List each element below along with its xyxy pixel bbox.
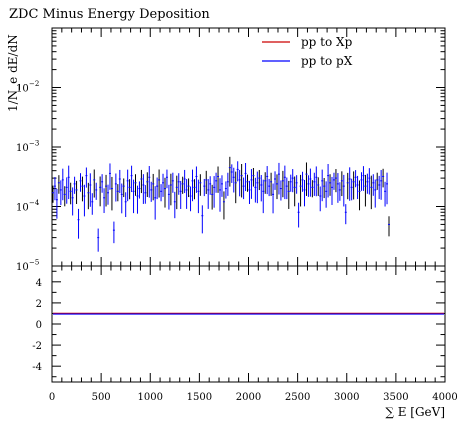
y-tick-exponent: −4 [29, 199, 40, 207]
y-tick-exponent: −3 [29, 140, 39, 148]
series-marks [52, 156, 390, 252]
y-axis-label: 1/N_e dE/dN [6, 34, 20, 112]
main-plot-frame [51, 27, 446, 267]
x-tick-label: 3000 [334, 392, 359, 403]
ratio-plot-frame [51, 265, 446, 383]
y-tick-exponent: −2 [29, 80, 39, 88]
y-tick-exponent: −5 [29, 259, 39, 267]
x-tick-label: 1500 [187, 392, 212, 403]
x-tick-label: 0 [49, 392, 55, 403]
main-y-ticks: 10−210−310−410−5 [16, 30, 445, 273]
ratio-y-tick-label: 4 [36, 278, 42, 289]
x-axis-label: ∑ E [GeV] [385, 405, 445, 419]
legend: pp to Xp pp to pX [262, 35, 353, 68]
x-tick-label: 4000 [432, 392, 457, 403]
chart-title: ZDC Minus Energy Deposition [9, 7, 210, 22]
legend-label-pp-to-xp: pp to Xp [301, 35, 353, 49]
ratio-y-tick-label: -4 [32, 362, 42, 373]
ratio-marks [53, 312, 444, 315]
x-tick-label: 2000 [236, 392, 261, 403]
ratio-y-tick-label: 0 [36, 320, 42, 331]
x-tick-label: 500 [92, 392, 111, 403]
x-tick-label: 3500 [383, 392, 408, 403]
x-tick-label: 1000 [138, 392, 163, 403]
y-tick-label: 10 [16, 262, 29, 273]
ratio-y-tick-label: -2 [32, 341, 42, 352]
y-tick-label: 10 [16, 203, 29, 214]
legend-label-pp-to-px: pp to pX [301, 54, 353, 68]
y-tick-label: 10 [16, 84, 29, 95]
x-ticks: 0 500 1000 1500 2000 2500 3000 3500 4000 [49, 28, 458, 403]
ratio-y-ticks: 4 2 0 -2 -4 [32, 270, 445, 378]
y-tick-label: 10 [16, 143, 29, 154]
ratio-y-tick-label: 2 [36, 299, 42, 310]
x-tick-label: 2500 [285, 392, 310, 403]
